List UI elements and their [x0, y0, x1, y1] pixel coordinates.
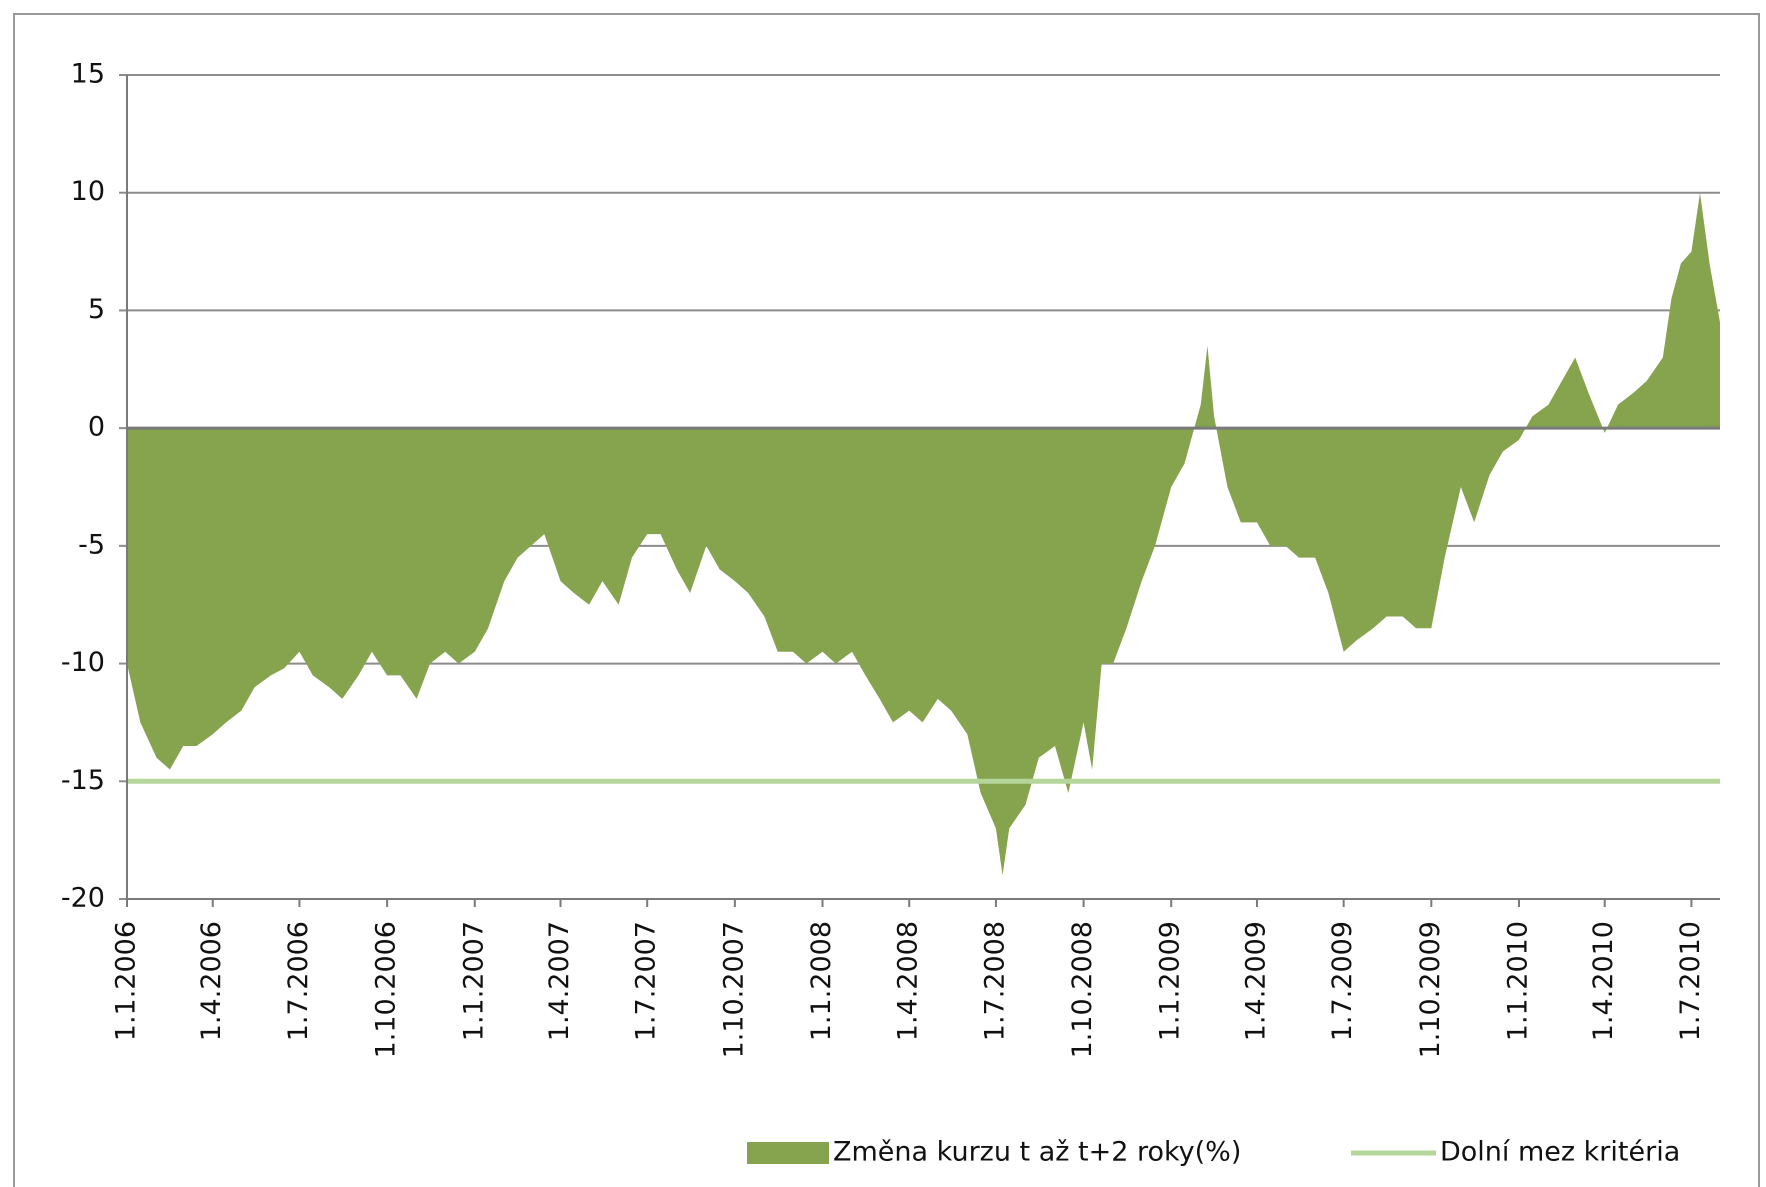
- x-tick-label: 1.4.2010: [1588, 921, 1619, 1041]
- y-tick-label: 5: [88, 294, 105, 325]
- x-tick-label: 1.4.2008: [893, 921, 924, 1041]
- x-tick-label: 1.1.2006: [111, 921, 142, 1041]
- y-tick-label: -15: [61, 765, 105, 796]
- x-tick-label: 1.10.2008: [1067, 921, 1098, 1058]
- x-tick-label: 1.10.2007: [718, 921, 749, 1058]
- x-tick-label: 1.10.2009: [1415, 921, 1446, 1058]
- x-tick-label: 1.1.2010: [1502, 921, 1533, 1041]
- legend-label: Změna kurzu t až t+2 roky(%): [833, 1137, 1241, 1168]
- y-tick-label: -5: [78, 529, 105, 560]
- area: [127, 192, 1720, 876]
- x-tick-label: 1.7.2007: [631, 921, 662, 1041]
- x-tick-label: 1.7.2009: [1327, 921, 1358, 1041]
- x-tick-label: 1.4.2009: [1240, 921, 1271, 1041]
- x-tick-label: 1.7.2006: [283, 921, 314, 1041]
- x-tick-label: 1.7.2010: [1675, 921, 1706, 1041]
- y-tick-label: 15: [71, 59, 105, 90]
- x-tick-label: 1.7.2008: [979, 921, 1010, 1041]
- x-tick-label: 1.1.2008: [806, 921, 837, 1041]
- x-tick-label: 1.10.2006: [371, 921, 402, 1058]
- y-tick-label: 10: [71, 176, 105, 207]
- x-tick-label: 1.1.2009: [1155, 921, 1186, 1041]
- legend-swatch: [747, 1142, 829, 1164]
- y-tick-label: -20: [61, 883, 105, 914]
- x-tick-label: 1.1.2007: [458, 921, 489, 1041]
- y-tick-label: -10: [61, 647, 105, 678]
- legend-label: Dolní mez kritéria: [1440, 1137, 1680, 1168]
- x-tick-label: 1.4.2007: [544, 921, 575, 1041]
- x-tick-label: 1.4.2006: [196, 921, 227, 1041]
- y-tick-label: 0: [88, 412, 105, 443]
